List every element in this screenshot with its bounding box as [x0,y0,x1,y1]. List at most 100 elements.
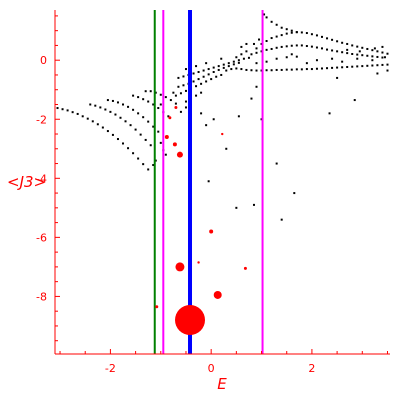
data-point [376,50,379,53]
data-point [154,159,157,162]
data-point [154,91,157,94]
data-point [252,203,255,206]
data-point [383,56,386,59]
data-point [202,69,205,72]
data-point [376,55,379,58]
data-point [164,153,167,156]
data-point [280,68,283,71]
data-point [66,109,69,112]
data-point [331,38,334,41]
data-point [353,99,356,102]
data-point [197,78,200,81]
data-point [275,35,278,38]
data-point [285,32,288,35]
data-point [182,75,185,78]
data-point [260,118,263,121]
data-point [217,68,220,71]
data-point [290,68,293,71]
data-point [250,97,253,100]
data-point [300,31,303,34]
data-point [250,69,253,72]
data-point [235,206,238,209]
data-point [305,62,308,65]
data-point [152,125,155,128]
data-point [371,59,374,62]
data-point [300,68,303,71]
data-point [99,106,102,109]
highlight-point [197,261,200,264]
data-point [174,102,177,105]
highlight-point [243,266,247,270]
data-point [255,62,258,65]
data-point [260,42,263,45]
data-point [96,123,99,126]
data-point [91,120,94,123]
data-point [250,53,253,56]
data-point [270,37,273,40]
data-point [285,68,288,71]
data-point [195,94,198,97]
data-point [195,65,198,68]
data-point [152,103,155,106]
data-point [285,45,288,48]
data-point [265,60,268,63]
data-point [212,71,215,74]
data-point [315,59,318,62]
data-point [104,108,107,111]
data-point [197,71,200,74]
data-point [205,80,208,83]
highlight-point [155,305,159,309]
highlight-point [175,262,185,272]
data-point [326,48,329,51]
data-point [207,73,210,76]
data-point [293,192,296,195]
data-point [182,84,185,87]
data-point [179,110,182,113]
data-point [255,85,258,88]
y-tick-label: -6 [36,231,47,244]
data-point [295,31,298,34]
data-point [328,112,331,115]
data-point [71,111,74,114]
data-point [192,72,195,75]
data-point [202,75,205,78]
data-point [351,65,354,68]
data-point [305,32,308,35]
data-point [252,42,255,45]
data-point [152,164,155,167]
data-point [245,42,248,45]
data-point [265,40,268,43]
data-point [184,68,187,71]
data-point [381,45,384,48]
data-point [114,113,117,116]
data-point [132,94,135,97]
data-point [351,44,354,47]
highlight-point [213,290,222,299]
data-point [305,68,308,71]
data-point [255,51,258,54]
data-point [320,35,323,38]
data-point [192,80,195,83]
data-point [300,44,303,47]
data-point [81,115,84,118]
data-point [326,67,329,70]
data-point [280,26,283,29]
highlight-point [209,229,214,234]
data-point [376,64,379,67]
data-point [230,68,233,71]
data-point [315,34,318,37]
data-point [331,57,334,60]
data-point [305,45,308,48]
data-point [147,120,150,123]
data-point [124,120,127,123]
data-point [315,67,318,70]
data-point [94,104,97,107]
data-point [366,54,369,57]
data-point [275,68,278,71]
data-point [290,29,293,32]
data-point [210,78,213,81]
data-point [142,116,145,119]
data-point [245,68,248,71]
data-point [356,57,359,60]
